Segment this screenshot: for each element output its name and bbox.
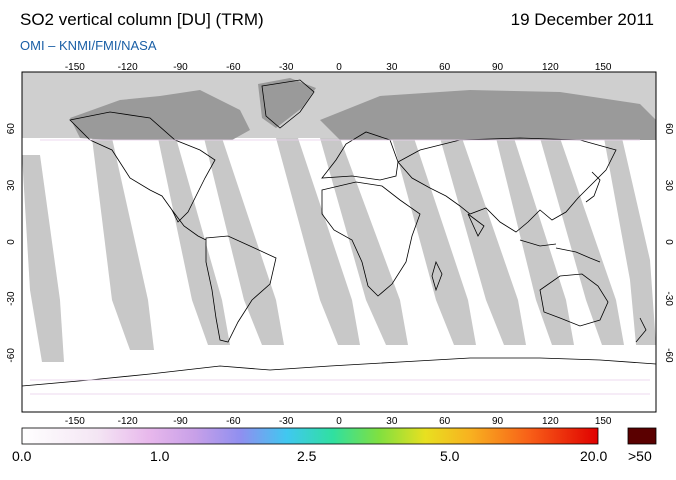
lon-tick-bottom-0: -150 — [65, 416, 85, 427]
latitude-ticks-left: 60 30 0 -30 -60 — [6, 123, 17, 363]
lon-tick-bottom-1: -120 — [118, 416, 138, 427]
lat-tick-right-3: -30 — [663, 291, 674, 306]
lat-tick-right-2: 0 — [663, 239, 674, 245]
coastlines — [22, 79, 656, 387]
colorbar-label-1: 1.0 — [150, 448, 170, 464]
lat-tick-right-0: 60 — [663, 123, 674, 135]
colorbar-label-4: 20.0 — [580, 448, 608, 464]
lon-tick-bottom-8: 90 — [492, 416, 504, 427]
lon-tick-top-9: 120 — [542, 62, 559, 73]
lat-tick-left-3: -30 — [6, 291, 17, 306]
colorbar-overflow-label: >50 — [628, 448, 652, 464]
credit-line: OMI – KNMI/FMI/NASA — [20, 38, 157, 53]
lon-tick-top-1: -120 — [118, 62, 138, 73]
colorbar-label-2: 2.5 — [297, 448, 317, 464]
lat-tick-left-1: 30 — [6, 179, 17, 191]
latitude-ticks-right: 60 30 0 -30 -60 — [663, 123, 674, 363]
lat-tick-left-2: 0 — [6, 239, 17, 245]
lon-tick-top-6: 30 — [386, 62, 398, 73]
retrieval-noise — [30, 139, 650, 395]
map-frame — [21, 71, 657, 413]
longitude-ticks-bottom: -150 -120 -90 -60 -30 0 30 60 90 120 150 — [65, 416, 612, 427]
lat-tick-right-4: -60 — [663, 348, 674, 363]
lat-tick-left-4: -60 — [6, 348, 17, 363]
lon-tick-bottom-10: 150 — [595, 416, 612, 427]
lon-tick-bottom-5: 0 — [336, 416, 342, 427]
map-title: SO2 vertical column [DU] (TRM) — [20, 10, 264, 29]
lat-tick-left-0: 60 — [6, 123, 17, 135]
lon-tick-bottom-7: 60 — [439, 416, 451, 427]
lon-tick-top-4: -30 — [279, 62, 294, 73]
colorbar — [21, 427, 599, 445]
map-date: 19 December 2011 — [510, 10, 654, 29]
lon-tick-top-2: -90 — [173, 62, 188, 73]
lon-tick-top-10: 150 — [595, 62, 612, 73]
lon-tick-bottom-3: -60 — [226, 416, 241, 427]
lon-tick-bottom-9: 120 — [542, 416, 559, 427]
lon-tick-top-3: -60 — [226, 62, 241, 73]
lat-tick-right-1: 30 — [663, 180, 674, 192]
lon-tick-top-5: 0 — [336, 62, 342, 73]
longitude-ticks-top: -150 -120 -90 -60 -30 0 30 60 90 120 150 — [65, 62, 612, 73]
lon-tick-bottom-2: -90 — [173, 416, 188, 427]
lon-tick-top-0: -150 — [65, 62, 85, 73]
lon-tick-top-7: 60 — [439, 62, 451, 73]
colorbar-overflow-swatch — [627, 427, 657, 445]
colorbar-label-3: 5.0 — [440, 448, 460, 464]
northern-landmass — [70, 78, 656, 140]
lon-tick-bottom-4: -30 — [279, 416, 294, 427]
swath-gaps — [22, 138, 656, 362]
colorbar-label-0: 0.0 — [12, 448, 32, 464]
lon-tick-top-8: 90 — [492, 62, 504, 73]
lon-tick-bottom-6: 30 — [386, 416, 398, 427]
